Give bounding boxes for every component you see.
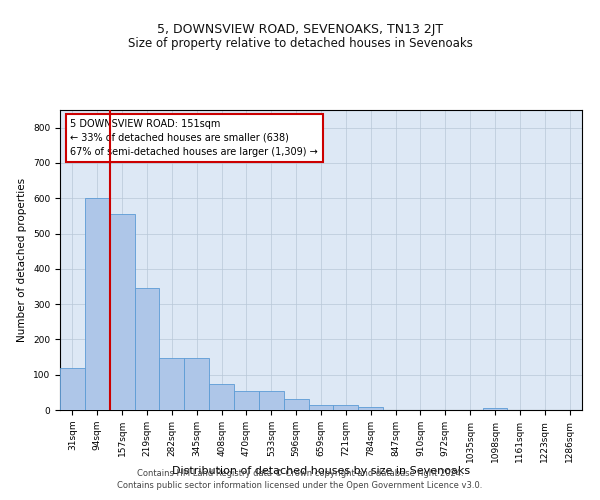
- Bar: [358, 407, 383, 410]
- Bar: [60, 368, 85, 410]
- Bar: [134, 288, 160, 410]
- Text: 5 DOWNSVIEW ROAD: 151sqm
← 33% of detached houses are smaller (638)
67% of semi-: 5 DOWNSVIEW ROAD: 151sqm ← 33% of detach…: [70, 119, 318, 157]
- X-axis label: Distribution of detached houses by size in Sevenoaks: Distribution of detached houses by size …: [172, 466, 470, 476]
- Bar: [334, 405, 358, 410]
- Bar: [259, 392, 284, 410]
- Bar: [284, 400, 308, 410]
- Bar: [209, 384, 234, 410]
- Bar: [234, 392, 259, 410]
- Bar: [85, 198, 110, 410]
- Bar: [160, 358, 184, 410]
- Text: Contains HM Land Registry data © Crown copyright and database right 2024.
Contai: Contains HM Land Registry data © Crown c…: [118, 469, 482, 490]
- Y-axis label: Number of detached properties: Number of detached properties: [17, 178, 28, 342]
- Text: 5, DOWNSVIEW ROAD, SEVENOAKS, TN13 2JT: 5, DOWNSVIEW ROAD, SEVENOAKS, TN13 2JT: [157, 22, 443, 36]
- Text: Size of property relative to detached houses in Sevenoaks: Size of property relative to detached ho…: [128, 38, 472, 51]
- Bar: [308, 405, 334, 410]
- Bar: [482, 408, 508, 410]
- Bar: [184, 358, 209, 410]
- Bar: [110, 214, 134, 410]
